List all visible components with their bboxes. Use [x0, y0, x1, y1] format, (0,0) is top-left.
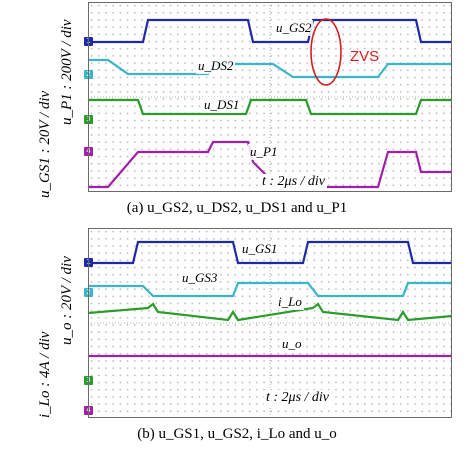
label-uds2: u_DS2 [196, 58, 236, 74]
caption-panel-b: (b) u_GS1, u_GS2, i_Lo and u_o [137, 426, 337, 442]
panel-b-time-scale: t : 2μs / div [264, 390, 332, 406]
trace-uds2 [88, 58, 452, 79]
label-ugs3: u_GS3 [180, 270, 220, 286]
label-up1: u_P1 [248, 144, 280, 160]
zvs-ellipse [310, 18, 342, 86]
panel-a-time-scale: t : 2μs / div [260, 174, 328, 190]
waveforms-panel-a [88, 2, 452, 192]
trace-ilo [87, 302, 453, 322]
panel-b-ylabel-left: i_Lo : 4A / div [37, 331, 53, 418]
label-uo: u_o [280, 336, 304, 352]
label-ilo: i_Lo [276, 294, 304, 310]
waveforms-panel-b [87, 228, 453, 418]
label-ugs1: u_GS1 [240, 241, 280, 257]
scope-panel-b: 1 2 3 4 u_GS1 u_GS3 i_Lo u_o t : 2μs / d… [84, 228, 453, 418]
caption-panel-a: (a) u_GS2, u_DS2, u_DS1 and u_P1 [126, 200, 348, 216]
zvs-label: ZVS [350, 48, 380, 65]
label-ugs2: u_GS2 [274, 20, 314, 36]
trace-ugs2 [88, 18, 452, 44]
panel-a-ylabel-right: u_P1 : 200V / div [59, 19, 75, 125]
panel-b-ylabel-right: u_o : 20V / div [59, 256, 75, 345]
panel-a-ylabel-left: u_GS1 : 20V / div [37, 90, 53, 198]
trace-ugs3 [88, 281, 452, 298]
trace-up1 [88, 140, 452, 189]
trace-uds1 [88, 98, 452, 116]
scope-border-a [88, 2, 452, 192]
label-uds1: u_DS1 [202, 97, 242, 113]
scope-panel-a: 1 2 3 4 u_GS2 u_DS2 u_DS1 u_P1 ZVS t : 2… [84, 2, 452, 192]
trace-ugs1 [88, 240, 452, 265]
scope-border-b [88, 228, 452, 418]
